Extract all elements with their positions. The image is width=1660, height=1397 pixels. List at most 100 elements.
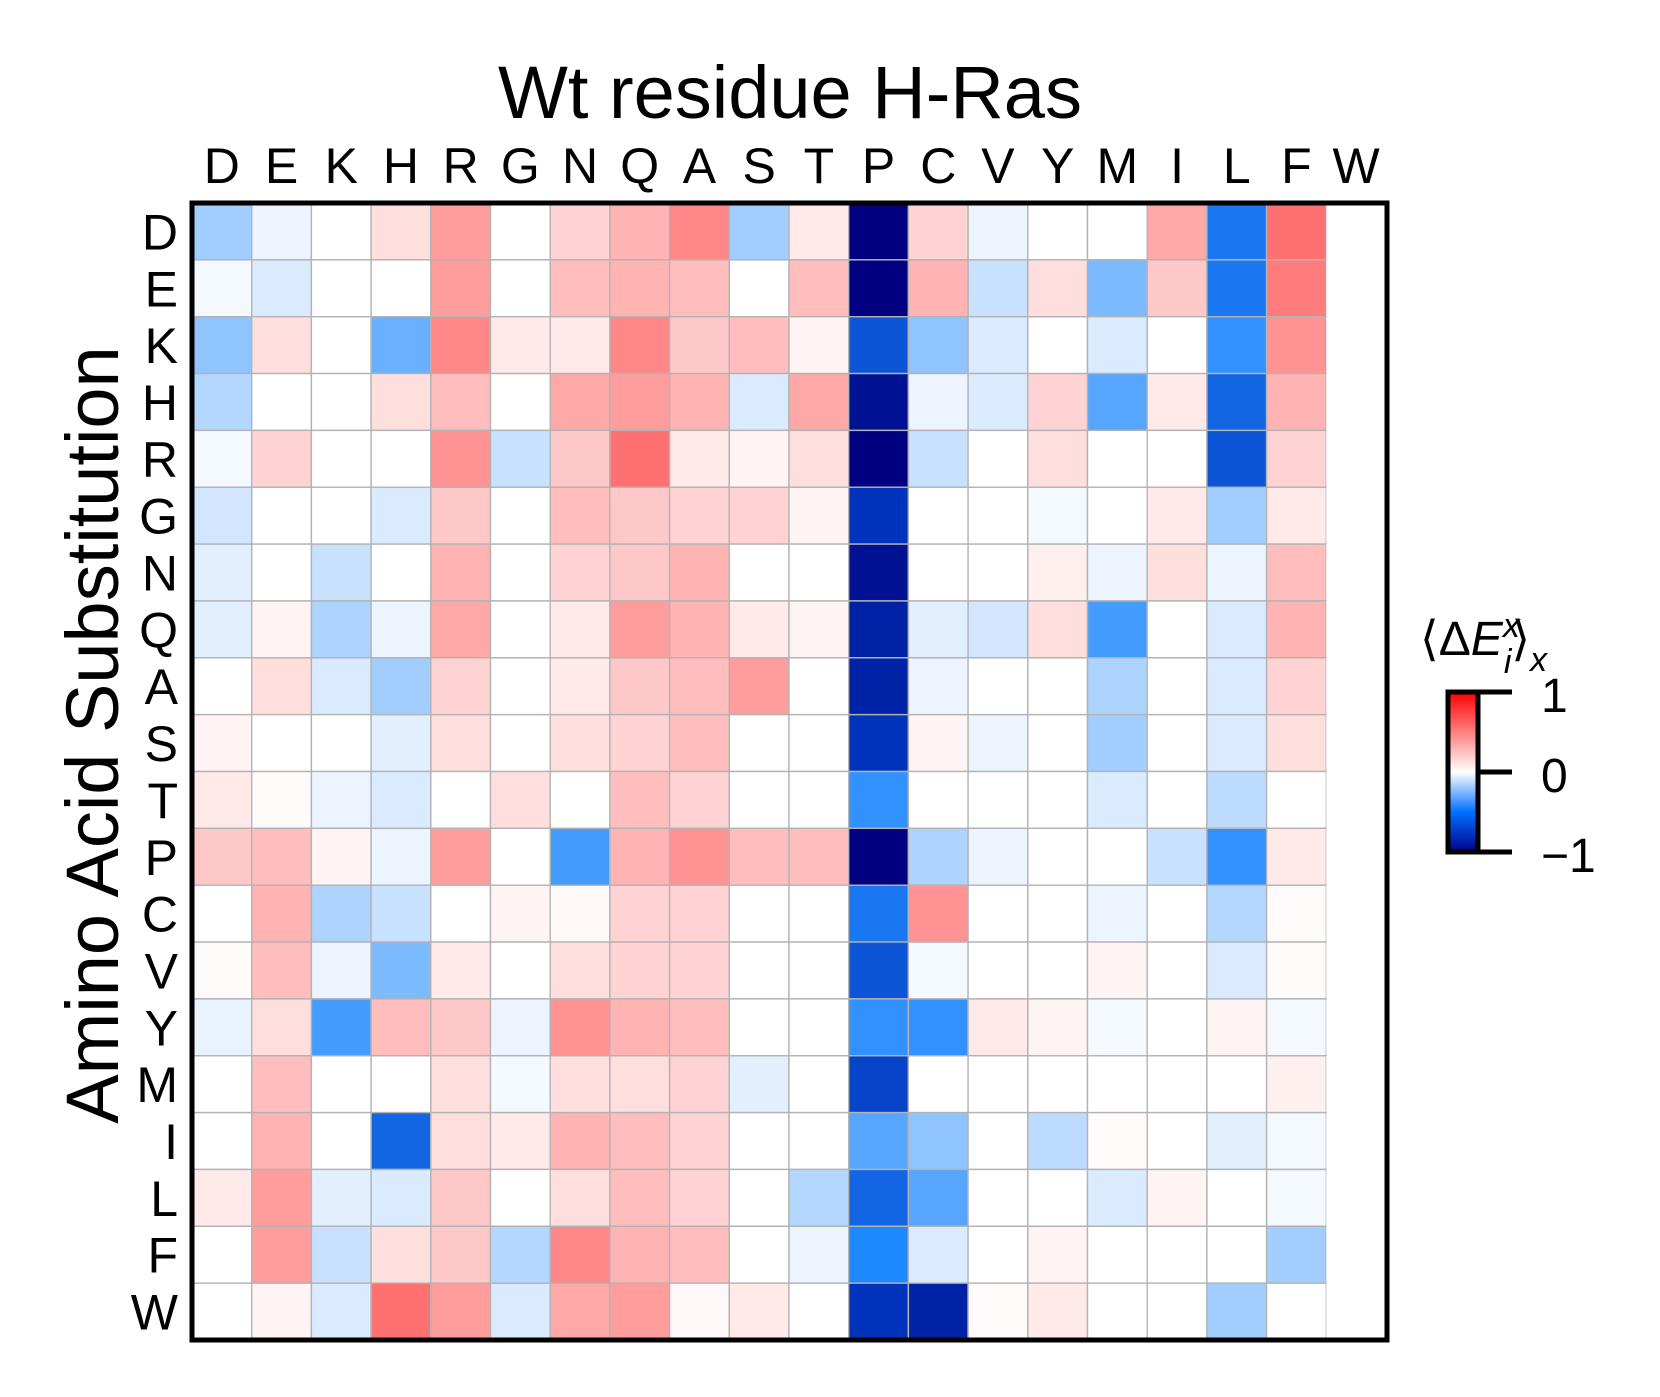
x-tick-label: F	[1281, 138, 1312, 194]
heatmap-cell	[370, 713, 432, 773]
heatmap-cell	[609, 316, 671, 375]
heatmap-cell	[1146, 259, 1208, 318]
heatmap-cell	[1326, 1169, 1386, 1227]
heatmap-cell	[1086, 1055, 1148, 1114]
heatmap-cell	[1265, 1282, 1327, 1341]
heatmap-cell	[1206, 713, 1268, 773]
heatmap-cell	[848, 998, 910, 1057]
heatmap-cell	[1265, 827, 1327, 886]
heatmap-cell	[668, 486, 730, 545]
heatmap-cell	[609, 884, 671, 943]
heatmap-cell	[967, 1225, 1029, 1284]
heatmap-cell	[1326, 259, 1386, 317]
heatmap-cell	[1027, 884, 1089, 943]
heatmap-cell	[609, 713, 671, 773]
heatmap-cell	[1146, 316, 1208, 375]
heatmap-cell	[907, 998, 969, 1057]
heatmap-cell	[549, 1225, 611, 1284]
heatmap-cell	[1027, 259, 1089, 318]
heatmap-cell	[907, 657, 969, 716]
heatmap-cell	[191, 600, 253, 659]
heatmap-cell	[668, 713, 730, 773]
heatmap-cell	[1206, 543, 1268, 602]
heatmap-cell	[489, 827, 551, 886]
heatmap-cell	[788, 713, 850, 773]
colorbar-label-e: E	[1471, 613, 1504, 666]
heatmap-cell	[1206, 429, 1268, 488]
heatmap-cell	[728, 1168, 790, 1227]
heatmap-cell	[848, 1111, 910, 1171]
heatmap-cell	[370, 486, 432, 545]
heatmap-cell	[549, 600, 611, 659]
heatmap-cell	[728, 543, 790, 602]
heatmap-cell	[1027, 486, 1089, 545]
heatmap-cell	[370, 1225, 432, 1284]
heatmap-cell	[907, 770, 969, 830]
heatmap-cell	[191, 202, 253, 261]
heatmap-cell	[430, 1111, 492, 1171]
heatmap-cell	[250, 429, 313, 488]
heatmap-cell	[310, 827, 372, 886]
heatmap-cell	[967, 1282, 1029, 1341]
x-tick-label: P	[862, 138, 895, 194]
heatmap-cell	[430, 657, 492, 716]
heatmap-cell	[489, 1168, 551, 1227]
heatmap-cell	[489, 486, 551, 545]
heatmap-cell	[310, 941, 372, 1000]
heatmap-cell	[489, 429, 551, 488]
heatmap-cell	[609, 429, 671, 488]
heatmap-cell	[489, 202, 551, 261]
heatmap-cell	[967, 770, 1029, 830]
heatmap-cell	[668, 1168, 730, 1227]
heatmap-cell	[250, 543, 313, 602]
heatmap-cell	[310, 202, 372, 261]
heatmap-cell	[609, 1111, 671, 1171]
heatmap-cell	[1326, 203, 1386, 260]
heatmap-cell	[907, 1282, 969, 1341]
heatmap-cell	[1146, 543, 1208, 602]
heatmap-cell	[788, 600, 850, 659]
heatmap-cell	[668, 316, 730, 375]
heatmap-cell	[1086, 1111, 1148, 1171]
heatmap-cell	[848, 657, 910, 716]
y-tick-label: M	[136, 1057, 178, 1113]
heatmap-cell	[728, 429, 790, 488]
heatmap-cell	[728, 884, 790, 943]
heatmap-cell	[668, 657, 730, 716]
heatmap-cell	[788, 941, 850, 1000]
heatmap-cell	[370, 827, 432, 886]
heatmap-cell	[1027, 1168, 1089, 1227]
heatmap-cell	[1086, 202, 1148, 261]
heatmap-cell	[1206, 1168, 1268, 1227]
heatmap-cell	[310, 1225, 372, 1284]
heatmap-cell	[668, 372, 730, 432]
heatmap-cell	[907, 1168, 969, 1227]
heatmap-cell	[1265, 600, 1327, 659]
heatmap-cell	[549, 827, 611, 886]
heatmap-cell	[250, 770, 313, 830]
heatmap-cell	[549, 998, 611, 1057]
heatmap-cell	[250, 941, 313, 1000]
heatmap-cell	[728, 1111, 790, 1171]
heatmap-cell	[1326, 998, 1386, 1056]
heatmap-cell	[1027, 1055, 1089, 1114]
heatmap-cell	[430, 713, 492, 773]
heatmap-cell	[370, 998, 432, 1057]
x-tick-label: C	[920, 138, 956, 194]
heatmap-cell	[250, 1168, 313, 1227]
heatmap-cell	[1326, 1283, 1386, 1340]
heatmap-cell	[1206, 657, 1268, 716]
heatmap-cell	[310, 998, 372, 1057]
heatmap-cell	[310, 1168, 372, 1227]
x-tick-label: W	[1333, 138, 1381, 194]
heatmap-cell	[788, 486, 850, 545]
y-tick-label: R	[142, 432, 178, 488]
heatmap-cell	[430, 1225, 492, 1284]
heatmap-cell	[788, 884, 850, 943]
heatmap-cell	[848, 486, 910, 545]
heatmap-cell	[788, 543, 850, 602]
heatmap-cell	[848, 713, 910, 773]
heatmap-cell	[310, 316, 372, 375]
heatmap-cell	[1086, 1168, 1148, 1227]
